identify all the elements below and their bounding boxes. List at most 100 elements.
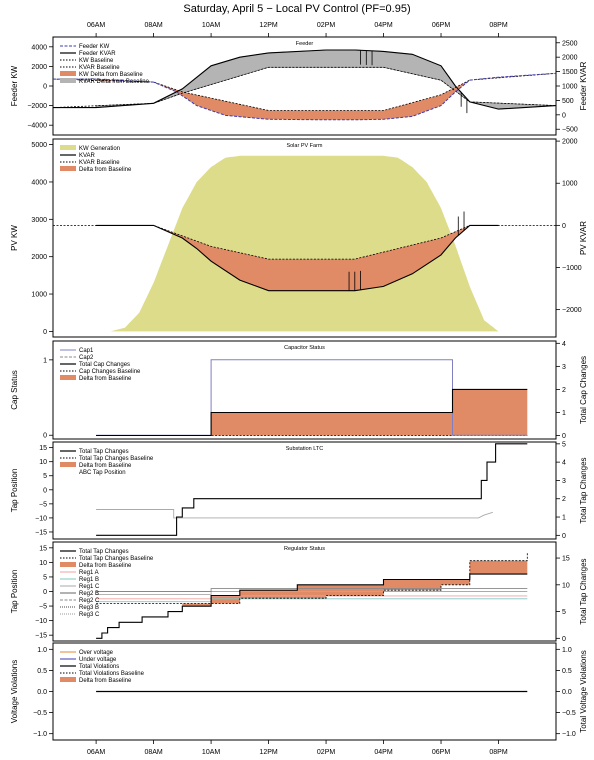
y2-tick-label: 4 — [562, 341, 566, 348]
total-cap-changes-line — [96, 388, 528, 437]
y2-tick-label: 3 — [562, 478, 566, 485]
top-time-label: 06AM — [87, 22, 105, 29]
reg2-c-line — [96, 588, 528, 592]
kvar-baseline-line — [52, 66, 557, 108]
panel-regulator: 15 10 5 0 −5 −10 −15 15 10 5 0 Tap Position Total Ta… — [10, 541, 588, 643]
y-tick-label: 10 — [39, 459, 47, 466]
y2-tick-label: 10 — [562, 582, 570, 589]
y-tick-label: 2000 — [31, 254, 47, 261]
y-tick-label: −10 — [35, 618, 47, 625]
bottom-time-label: 10AM — [202, 749, 220, 756]
kvar-baseline-line — [53, 224, 556, 260]
y-axis-label: Feeder KW — [10, 65, 19, 106]
top-time-axis: 06AM 08AM 10AM 12PM 02PM 04PM 06PM 08PM — [87, 22, 508, 37]
y-tick-label: 1.0 — [37, 647, 47, 654]
figure-title: Saturday, April 5 − Local PV Control (PF… — [183, 3, 410, 15]
legend-label: Reg3 B — [79, 605, 99, 611]
legend-label: KVAR Baseline — [79, 65, 120, 71]
panel-capacitor: 1 0 4 3 2 1 0 Cap Status Total Cap Changes Capaci… — [10, 340, 588, 440]
y2-tick-label: 3 — [562, 364, 566, 371]
legend-label: Cap Changes Baseline — [79, 369, 141, 375]
y-tick-label: −15 — [35, 529, 47, 536]
y2-axis-label: Total Tap Changes — [579, 558, 588, 624]
legend-label: KVAR Delta from Baseline — [79, 79, 150, 85]
y2-tick-label: 0.0 — [562, 689, 572, 696]
legend-label: Delta from Baseline — [79, 463, 132, 469]
abc-tap-position-line — [96, 509, 493, 519]
legend-swatch — [60, 71, 76, 76]
y-tick-label: −15 — [35, 633, 47, 640]
feeder-kvar-line — [53, 49, 557, 110]
legend-label: Total Tap Changes — [79, 449, 129, 455]
panel-title: Regulator Status — [284, 546, 325, 552]
y2-tick-label: 1000 — [562, 84, 578, 91]
y-tick-label: 0.0 — [37, 689, 47, 696]
top-time-label: 12PM — [259, 22, 277, 29]
y2-tick-label: 1500 — [562, 69, 578, 76]
y-tick-label: 0 — [43, 84, 47, 91]
kvar-delta-area — [96, 225, 525, 291]
y-tick-label: −1.0 — [33, 731, 47, 738]
y2-tick-label: −500 — [562, 127, 578, 134]
y2-tick-label: 2 — [562, 387, 566, 394]
y-axis-label: PV KW — [10, 225, 19, 251]
plot-frame — [52, 138, 557, 338]
y-tick-label: −2000 — [27, 103, 47, 110]
y2-tick-label: −2000 — [562, 307, 582, 314]
y-tick-label: 0 — [43, 329, 47, 336]
legend-label: Feeder KW — [79, 44, 110, 50]
y-tick-label: 0 — [43, 487, 47, 494]
legend-label: Reg1 B — [79, 577, 99, 583]
y2-tick-label: 0.5 — [562, 668, 572, 675]
bottom-time-label: 08AM — [144, 749, 162, 756]
panel-title: Capacitor Status — [284, 345, 325, 351]
y2-axis-label: Total Voltage Violations — [579, 650, 588, 733]
y-tick-label: 5 — [43, 574, 47, 581]
legend-swatch — [60, 166, 76, 171]
y-tick-label: 5 — [43, 473, 47, 480]
y-tick-label: 3000 — [31, 217, 47, 224]
panel-title: Feeder — [296, 41, 314, 47]
legend-label: Total Tap Changes Baseline — [79, 556, 154, 562]
panel-title: Substation LTC — [286, 446, 324, 452]
y2-tick-label: 1.0 — [562, 647, 572, 654]
legend-label: Under voltage — [79, 657, 117, 663]
y2-tick-label: −0.5 — [562, 710, 576, 717]
legend-label: Delta from Baseline — [79, 167, 132, 173]
legend-label: Total Tap Changes Baseline — [79, 456, 154, 462]
top-time-label: 08PM — [489, 22, 507, 29]
y2-tick-label: 5 — [562, 609, 566, 616]
legend-label: Delta from Baseline — [79, 376, 132, 382]
legend-label: KW Delta from Baseline — [79, 72, 143, 78]
y2-tick-label: 1 — [562, 515, 566, 522]
y-tick-label: 0.5 — [37, 668, 47, 675]
y2-axis-label: PV KVAR — [579, 221, 588, 255]
y2-tick-label: −1.0 — [562, 731, 576, 738]
y-tick-label: −5 — [39, 604, 47, 611]
total-tap-changes-line — [96, 573, 528, 639]
y-tick-label: 15 — [39, 445, 47, 452]
y2-tick-label: 1000 — [562, 181, 578, 188]
kw-generation-area — [81, 155, 499, 332]
y-axis-label: Tap Position — [10, 570, 19, 614]
legend-label: KVAR — [79, 153, 96, 159]
bottom-time-label: 06PM — [432, 749, 450, 756]
bottom-time-label: 02PM — [317, 749, 335, 756]
y2-tick-label: 0 — [562, 433, 566, 440]
legend-swatch — [60, 462, 76, 467]
kw-delta-band — [96, 73, 554, 120]
legend-swatch — [60, 677, 76, 682]
pv-kvar-line — [96, 224, 499, 292]
legend-label: Reg1 A — [79, 570, 99, 576]
legend-label: ABC Tap Position — [79, 470, 126, 476]
y2-axis-label: Total Tap Changes — [579, 457, 588, 523]
legend-label: KW Baseline — [79, 58, 114, 64]
kvar-delta-band — [95, 49, 554, 110]
y-tick-label: 1 — [43, 357, 47, 364]
y2-tick-label: 2000 — [562, 55, 578, 62]
y-tick-label: 1000 — [31, 292, 47, 299]
panel-feeder: 4000 2000 0 −2000 −4000 2500 2000 1500 1000 500 0 −… — [10, 36, 588, 136]
legend-label: KW Generation — [79, 146, 120, 152]
